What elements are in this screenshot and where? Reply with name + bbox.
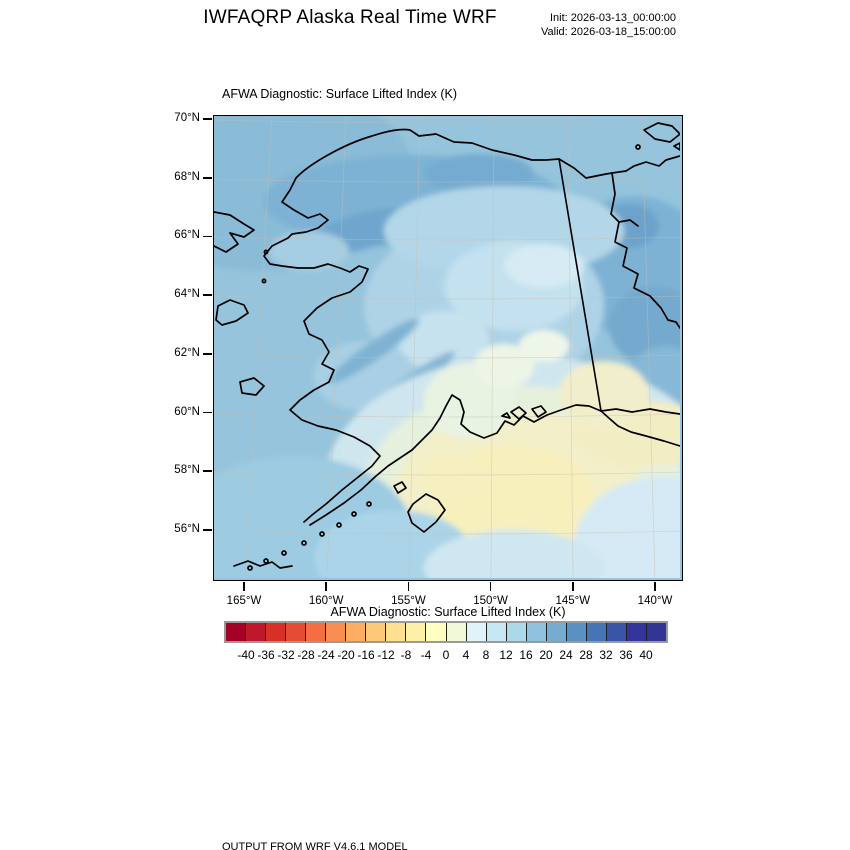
colorbar-tick-label: -4 xyxy=(420,648,432,662)
colorbar-tick-label: 8 xyxy=(482,648,490,662)
colorbar-tick-label: 12 xyxy=(499,648,513,662)
page-title: IWFAQRP Alaska Real Time WRF xyxy=(203,7,497,28)
lat-tick-mark xyxy=(203,176,212,179)
lat-tick-label: 64°N xyxy=(174,288,200,301)
colorbar-tick-label: 20 xyxy=(539,648,553,662)
colorbar-swatch xyxy=(606,623,627,641)
colorbar-swatch xyxy=(486,623,507,641)
lat-tick-mark xyxy=(203,529,212,531)
colorbar-swatch xyxy=(226,623,247,641)
colorbar-swatch xyxy=(366,623,387,641)
lat-tick-label: 70°N xyxy=(174,112,200,124)
colorbar-swatch xyxy=(386,623,407,641)
colorbar-tick-label: 0 xyxy=(442,648,450,662)
colorbar-tick-label: -24 xyxy=(317,648,335,662)
lat-tick-label: 56°N xyxy=(174,522,200,535)
colorbar-tick-label: -8 xyxy=(400,648,412,662)
lon-tick-mark xyxy=(407,582,410,591)
lat-tick-label: 66°N xyxy=(174,229,200,242)
colorbar-swatch xyxy=(406,623,427,641)
colorbar-tick-label: 36 xyxy=(619,648,633,662)
arctic-coastline xyxy=(295,128,680,179)
map-canvas xyxy=(213,115,683,581)
colorbar-swatch xyxy=(546,623,567,641)
colorbar-tick-label: -40 xyxy=(237,648,255,662)
herschel-island xyxy=(643,122,680,143)
colorbar-swatch xyxy=(246,623,267,641)
coastline-layer xyxy=(214,122,680,571)
lon-tick-mark xyxy=(489,582,492,591)
river-spur-line xyxy=(618,219,639,227)
colorbar-swatch xyxy=(626,623,647,641)
alaska-map-graphic xyxy=(214,116,680,578)
lat-tick-mark xyxy=(203,235,212,238)
colorbar xyxy=(224,621,668,643)
colorbar-swatch xyxy=(586,623,607,641)
colorbar-swatch xyxy=(426,623,447,641)
colorbar-swatch xyxy=(646,623,667,641)
colorbar-swatch xyxy=(286,623,307,641)
footer-model-info: OUTPUT FROM WRF V4.6.1 MODEL WE = 225 ; … xyxy=(222,812,655,850)
kodiak-island xyxy=(407,493,446,533)
init-time-label: Init: 2026-03-13_00:00:00 xyxy=(550,12,676,24)
lon-tick-label: 140°W xyxy=(637,595,673,607)
lat-tick-mark xyxy=(203,470,212,473)
lon-tick-mark xyxy=(654,582,656,591)
lon-tick-mark xyxy=(572,582,574,591)
colorbar-tick-label: -32 xyxy=(277,648,295,662)
valid-time-label: Valid: 2026-03-18_15:00:00 xyxy=(541,26,676,38)
lat-tick-mark xyxy=(203,353,212,355)
map-title: AFWA Diagnostic: Surface Lifted Index (K… xyxy=(222,87,458,101)
colorbar-swatch xyxy=(266,623,287,641)
lon-tick-label: 155°W xyxy=(391,595,426,607)
colorbar-swatch xyxy=(566,623,587,641)
colorbar-tick-label: -20 xyxy=(337,648,355,662)
colorbar-tick-label: 32 xyxy=(599,648,613,662)
lon-tick-label: 165°W xyxy=(226,595,262,607)
run-info: Init: 2026-03-13_00:00:00 Valid: 2026-03… xyxy=(440,11,676,39)
canada-border-line xyxy=(558,158,602,412)
colorbar-tick-label: 16 xyxy=(519,648,533,662)
colorbar-swatch xyxy=(306,623,327,641)
lat-tick-mark xyxy=(203,411,212,414)
west-south-coastline xyxy=(263,177,381,523)
lon-tick-label: 145°W xyxy=(555,595,591,607)
colorbar-swatch xyxy=(466,623,487,641)
colorbar-tick-label: -12 xyxy=(377,648,395,662)
lon-tick-mark xyxy=(243,582,245,591)
colorbar-tick-label: 4 xyxy=(462,648,470,662)
colorbar-tick-label: -36 xyxy=(257,648,275,662)
alaska-peninsula-south-coast xyxy=(309,394,680,526)
colorbar-tick-label: -16 xyxy=(357,648,375,662)
lat-tick-label: 62°N xyxy=(174,346,200,359)
nunivak-island xyxy=(239,377,265,396)
colorbar-swatch xyxy=(446,623,467,641)
colorbar-swatch xyxy=(526,623,547,641)
colorbar-tick-label: -28 xyxy=(297,648,315,662)
lat-tick-mark xyxy=(203,118,212,120)
lon-tick-label: 150°W xyxy=(473,595,508,607)
colorbar-tick-label: 28 xyxy=(579,648,593,662)
lat-tick-label: 58°N xyxy=(174,464,200,477)
lat-tick-mark xyxy=(203,294,212,296)
southeast-boundary-line xyxy=(600,408,680,415)
yukon-river-line xyxy=(610,172,680,329)
lon-tick-label: 160°W xyxy=(308,595,344,607)
colorbar-swatch xyxy=(326,623,347,641)
lat-tick-label: 68°N xyxy=(174,170,200,183)
st-lawrence-island xyxy=(215,299,249,326)
colorbar-swatch xyxy=(506,623,527,641)
colorbar-tick-label: 40 xyxy=(639,648,653,662)
lifted-index-field xyxy=(214,116,680,578)
chukotka-coastline xyxy=(214,211,255,253)
lat-tick-label: 60°N xyxy=(174,405,200,418)
lon-tick-mark xyxy=(325,582,327,591)
colorbar-axis-title: AFWA Diagnostic: Surface Lifted Index (K… xyxy=(330,605,566,619)
graticule-lines xyxy=(214,116,680,578)
footer-line1: OUTPUT FROM WRF V4.6.1 MODEL xyxy=(222,841,408,850)
colorbar-swatch xyxy=(346,623,367,641)
colorbar-tick-label: 24 xyxy=(559,648,573,662)
